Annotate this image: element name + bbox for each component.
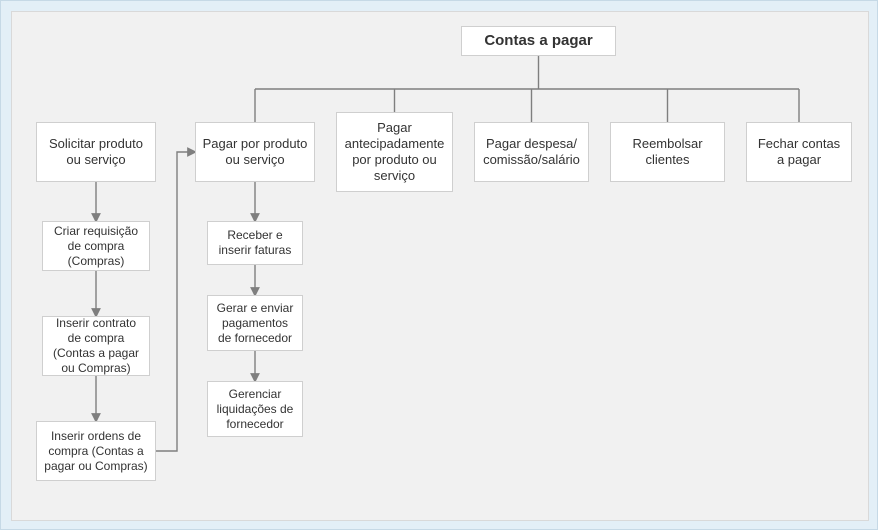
node-label: Receber e inserir faturas <box>214 228 296 258</box>
node-pprod: Pagar por produto ou serviço <box>195 122 315 182</box>
node-insord: Inserir ordens de compra (Contas a pagar… <box>36 421 156 481</box>
node-pante: Pagar antecipadamente por produto ou ser… <box>336 112 453 192</box>
node-label: Pagar despesa/ comissão/salário <box>481 136 582 169</box>
node-recfat: Receber e inserir faturas <box>207 221 303 265</box>
diagram-outer: Contas a pagar Solicitar produto ou servi… <box>0 0 878 530</box>
node-insctr: Inserir contrato de compra (Contas a pag… <box>42 316 150 376</box>
node-gerenv: Gerar e enviar pagamentos de fornecedor <box>207 295 303 351</box>
node-label: Contas a pagar <box>484 32 592 51</box>
node-root: Contas a pagar <box>461 26 616 56</box>
node-label: Gerenciar liquidações de fornecedor <box>214 387 296 432</box>
node-label: Fechar contas a pagar <box>753 136 845 169</box>
node-label: Pagar por produto ou serviço <box>202 136 308 169</box>
node-label: Reembolsar clientes <box>617 136 718 169</box>
node-label: Gerar e enviar pagamentos de fornecedor <box>214 301 296 346</box>
node-reemb: Reembolsar clientes <box>610 122 725 182</box>
node-label: Inserir contrato de compra (Contas a pag… <box>49 316 143 376</box>
node-label: Solicitar produto ou serviço <box>43 136 149 169</box>
node-gerliq: Gerenciar liquidações de fornecedor <box>207 381 303 437</box>
node-label: Inserir ordens de compra (Contas a pagar… <box>43 429 149 474</box>
node-criar: Criar requisição de compra (Compras) <box>42 221 150 271</box>
node-pdesp: Pagar despesa/ comissão/salário <box>474 122 589 182</box>
diagram-canvas: Contas a pagar Solicitar produto ou servi… <box>11 11 869 521</box>
node-label: Criar requisição de compra (Compras) <box>49 224 143 269</box>
node-label: Pagar antecipadamente por produto ou ser… <box>343 120 446 185</box>
node-solic: Solicitar produto ou serviço <box>36 122 156 182</box>
node-fechar: Fechar contas a pagar <box>746 122 852 182</box>
